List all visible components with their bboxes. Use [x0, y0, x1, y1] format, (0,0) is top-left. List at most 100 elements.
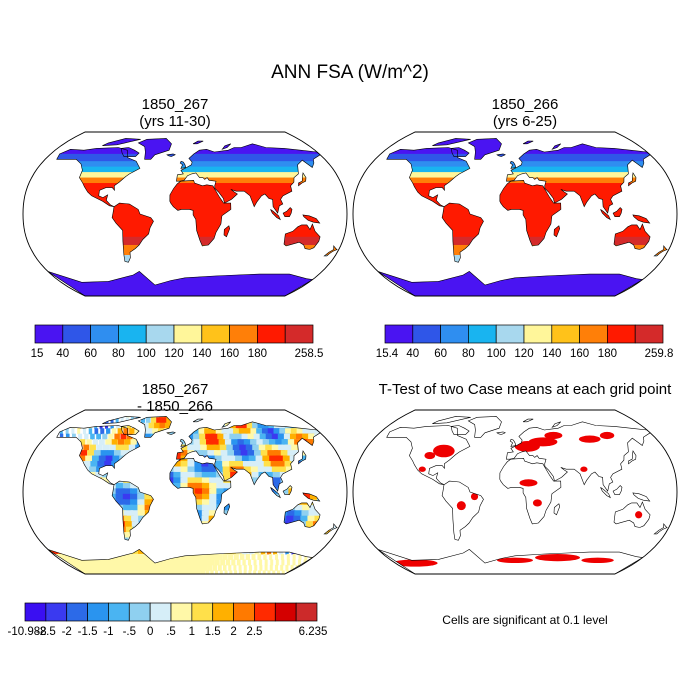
value-cell — [159, 521, 169, 528]
value-cell — [234, 570, 238, 574]
value-cell — [159, 510, 169, 517]
value-cell — [125, 461, 134, 467]
colorbar-case1: 15 40 60 80 100 120 140 160 180 258.5 — [31, 324, 323, 360]
value-cell — [186, 422, 195, 429]
value-cell — [131, 466, 140, 473]
value-cell — [321, 466, 332, 473]
value-cell — [173, 515, 183, 522]
value-cell — [214, 455, 225, 462]
value-cell — [142, 559, 153, 566]
value-cell — [173, 461, 183, 467]
value-cell — [277, 570, 281, 574]
value-cell — [305, 461, 316, 467]
value-cell — [326, 461, 338, 467]
value-cell — [158, 504, 169, 511]
value-cell — [223, 482, 233, 489]
value-cell — [216, 482, 226, 489]
value-cell — [158, 499, 169, 506]
value-cell — [213, 537, 222, 544]
value-cell — [262, 417, 276, 424]
value-cell — [94, 548, 107, 555]
value-cell — [186, 416, 194, 418]
value-cell — [205, 433, 215, 440]
value-cell — [173, 466, 183, 473]
value-cell — [275, 439, 287, 446]
value-cell — [52, 471, 61, 478]
value-cell — [130, 439, 138, 446]
value-cell — [322, 471, 333, 478]
value-cell — [223, 471, 233, 478]
value-cell — [276, 526, 284, 533]
value-cell — [281, 570, 285, 574]
value-cell — [281, 559, 285, 566]
value-cell — [47, 526, 49, 533]
value-cell — [47, 471, 54, 478]
colorbar-swatch — [34, 324, 64, 344]
coastline-svalbard — [522, 140, 534, 145]
value-cell — [122, 499, 133, 506]
value-cell — [242, 559, 246, 566]
value-cell — [74, 515, 85, 522]
value-cell — [302, 499, 312, 506]
value-cell — [190, 416, 199, 418]
value-cell — [162, 548, 172, 555]
value-cell — [322, 510, 331, 517]
value-cell — [200, 537, 209, 544]
value-cell — [323, 477, 334, 484]
value-field — [392, 431, 643, 567]
coastline-madagascar — [553, 503, 561, 516]
value-cell — [274, 532, 282, 539]
value-cell — [215, 521, 224, 528]
value-cell — [259, 477, 269, 484]
value-cell — [303, 548, 307, 555]
value-cell — [180, 450, 190, 457]
value-cell — [58, 488, 68, 495]
value-cell — [308, 532, 314, 539]
value-cell — [129, 428, 135, 435]
value-cell — [180, 510, 190, 517]
value-cell — [259, 504, 268, 511]
value-cell — [72, 499, 83, 506]
coastline-sumatra — [270, 487, 281, 499]
value-cell — [48, 439, 53, 446]
value-cell — [212, 543, 220, 549]
value-cell — [160, 450, 169, 457]
value-cell — [326, 521, 334, 528]
value-cell — [265, 510, 275, 517]
coastline-eurasia — [176, 143, 321, 214]
value-cell — [95, 417, 99, 424]
value-cell — [87, 553, 100, 560]
value-cell — [109, 471, 119, 478]
value-cell — [135, 444, 143, 451]
coastline-greenland — [137, 138, 172, 160]
value-cell — [159, 466, 169, 473]
value-cell — [31, 510, 41, 516]
figure-title: ANN FSA (W/m^2) — [271, 62, 429, 83]
value-cell — [259, 499, 269, 506]
value-cell — [209, 504, 219, 511]
value-cell — [115, 488, 125, 495]
value-cell — [316, 504, 325, 511]
value-cell — [75, 537, 88, 544]
value-cell — [319, 521, 327, 528]
value-cell — [104, 461, 113, 467]
value-cell — [151, 488, 161, 495]
value-cell — [95, 537, 107, 544]
value-cell — [301, 510, 310, 517]
coastline-australia — [613, 501, 651, 528]
value-cell — [269, 564, 273, 571]
value-cell — [244, 510, 254, 517]
significant-cell — [635, 511, 643, 519]
value-cell — [331, 482, 338, 489]
value-cell — [160, 455, 169, 462]
value-cell — [80, 416, 84, 418]
value-cell — [85, 417, 89, 424]
value-cell — [158, 559, 168, 566]
value-cell — [220, 559, 225, 566]
value-cell — [265, 537, 272, 544]
value-cell — [130, 417, 135, 424]
value-cell — [231, 559, 236, 566]
colorbar-tick-label: 2.5 — [246, 626, 262, 638]
value-cell — [187, 510, 197, 517]
value-cell — [57, 455, 65, 462]
